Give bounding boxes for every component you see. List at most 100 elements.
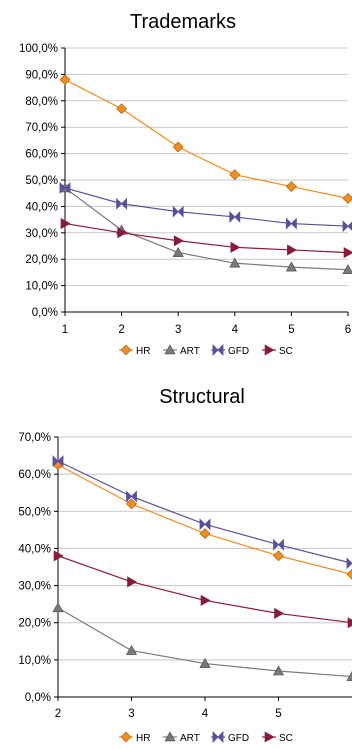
legend-marker-gfd (212, 731, 224, 743)
x-axis-ticks: 2 3 4 5 (55, 697, 282, 720)
legend: HR ART GFD SC (119, 344, 293, 357)
series-line-hr (64, 79, 349, 200)
data-point-hr (285, 181, 297, 193)
y-tick-label: 20,0% (18, 618, 51, 630)
x-tick-label: 2 (55, 708, 61, 720)
data-point-gfd (172, 205, 184, 218)
y-tick-label: 70,0% (25, 122, 58, 134)
data-point-art (199, 657, 211, 668)
legend-marker-hr (120, 344, 132, 356)
data-point-gfd (346, 557, 352, 570)
legend-label-gfd: GFD (228, 346, 249, 357)
data-point-art (52, 602, 64, 613)
gridlines (58, 436, 352, 698)
series-line-sc (64, 222, 349, 254)
x-tick-label: 4 (232, 324, 239, 336)
legend-label-sc: SC (279, 346, 293, 357)
y-tick-label: 60,0% (18, 469, 51, 481)
axes (57, 437, 352, 698)
data-point-sc (347, 617, 352, 629)
legend-marker-art (164, 344, 176, 355)
data-point-hr (172, 141, 184, 153)
y-tick-label: 10,0% (25, 281, 58, 293)
x-tick-label: 3 (175, 324, 181, 336)
data-point-art (272, 665, 285, 676)
data-point-gfd (285, 217, 297, 230)
data-point-art (125, 644, 138, 655)
x-tick-label: 4 (202, 708, 209, 720)
data-point-gfd (126, 490, 137, 503)
y-tick-label: 30,0% (25, 228, 58, 240)
x-tick-label: 5 (288, 324, 294, 336)
data-point-gfd (199, 518, 211, 531)
y-tick-label: 30,0% (18, 581, 51, 593)
y-tick-label: 70,0% (18, 432, 51, 444)
data-point-art (342, 264, 352, 275)
data-point-art (172, 246, 184, 257)
data-point-hr (116, 103, 128, 115)
axes (64, 48, 348, 313)
data-point-art (285, 261, 297, 272)
data-point-sc (230, 241, 241, 253)
y-tick-label: 0,0% (25, 692, 51, 704)
x-tick-label: 2 (118, 324, 124, 336)
chart-title: Trademarks (130, 11, 236, 33)
x-axis-ticks: 1 2 3 4 5 6 (62, 312, 351, 336)
legend-label-gfd: GFD (228, 733, 249, 744)
data-point-hr (346, 569, 352, 580)
data-point-hr (199, 528, 211, 539)
y-tick-label: 50,0% (18, 506, 51, 518)
data-point-art (346, 670, 352, 681)
data-point-sc (60, 218, 71, 230)
legend-label-hr: HR (136, 346, 150, 357)
legend-marker-sc (264, 344, 275, 356)
legend-marker-art (164, 731, 176, 742)
legend-label-art: ART (180, 346, 200, 357)
legend-label-art: ART (180, 733, 200, 744)
data-point-sc (200, 594, 211, 606)
data-point-hr (59, 74, 71, 86)
data-point-sc (343, 247, 352, 259)
trademarks-chart: Trademarks 0,0%10,0%20,0%30,0%40,0%50,0%… (19, 11, 352, 357)
y-tick-label: 50,0% (25, 175, 58, 187)
data-point-hr (342, 193, 352, 204)
data-point-hr (273, 550, 284, 562)
x-tick-label: 5 (275, 708, 281, 720)
chart-title: Structural (159, 386, 245, 408)
series-line-hr (57, 464, 352, 576)
legend-label-hr: HR (136, 733, 150, 744)
y-tick-label: 20,0% (25, 254, 58, 266)
y-tick-label: 80,0% (25, 96, 58, 108)
series-line-sc (57, 555, 352, 624)
legend-marker-gfd (212, 344, 224, 356)
data-point-gfd (229, 210, 241, 223)
data-point-sc (127, 576, 138, 588)
y-tick-label: 60,0% (25, 149, 58, 161)
x-tick-label: 1 (62, 324, 68, 336)
data-point-gfd (273, 538, 284, 551)
data-point-hr (126, 498, 137, 510)
gridlines (65, 47, 348, 313)
series-layer (52, 455, 352, 681)
legend-marker-sc (264, 731, 275, 743)
legend-marker-hr (120, 731, 132, 743)
data-point-art (229, 257, 241, 268)
data-point-sc (117, 227, 128, 239)
y-axis-ticks: 0,0% 10,0% 20,0% 30,0% 40,0% 50,0% 60,0% 70,0% 8… (19, 43, 65, 319)
y-tick-label: 100,0% (19, 43, 58, 55)
series-layer (59, 74, 352, 275)
series-line-art (64, 187, 349, 271)
x-tick-label: 6 (345, 324, 351, 336)
data-point-gfd (59, 181, 71, 194)
legend-label-sc: SC (279, 733, 293, 744)
data-point-hr (229, 169, 241, 181)
y-tick-label: 90,0% (25, 69, 58, 81)
y-tick-label: 40,0% (18, 543, 51, 555)
data-point-sc (287, 244, 298, 256)
y-axis-ticks: 0,0% 10,0% 20,0% 30,0% 40,0% 50,0% 60,0% 70,0% (18, 432, 58, 704)
data-point-gfd (116, 197, 127, 210)
data-point-gfd (342, 220, 352, 233)
x-tick-label: 3 (128, 708, 134, 720)
data-point-sc (274, 607, 285, 619)
data-point-gfd (52, 455, 64, 468)
